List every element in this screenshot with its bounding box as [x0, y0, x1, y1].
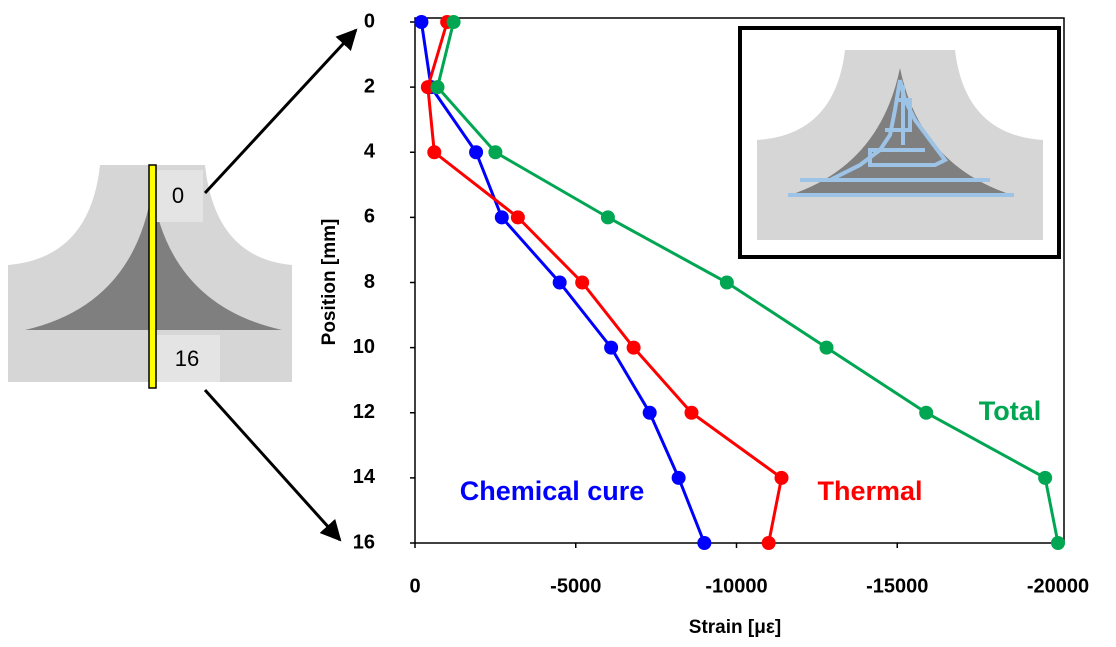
data-point	[511, 210, 525, 224]
data-point	[697, 536, 711, 550]
x-tick-label: -5000	[550, 575, 601, 597]
fiber-line	[149, 165, 156, 388]
data-point	[427, 145, 441, 159]
data-point	[604, 341, 618, 355]
y-tick-label: 2	[364, 75, 375, 97]
y-tick-label: 8	[364, 271, 375, 293]
data-point	[414, 15, 428, 29]
data-point	[775, 471, 789, 485]
y-tick-label: 12	[353, 401, 375, 423]
data-point	[684, 406, 698, 420]
figure: 0 16 Strain [με] Position [mm] 0 -5000 -10…	[0, 0, 1116, 647]
x-tick-label: -10000	[705, 575, 767, 597]
data-point	[643, 406, 657, 420]
data-point	[919, 406, 933, 420]
data-point	[720, 276, 734, 290]
data-point	[447, 15, 461, 29]
arrow	[205, 30, 356, 193]
x-tick-label: -20000	[1027, 575, 1089, 597]
x-axis-title: Strain [με]	[689, 617, 781, 638]
y-tick-label: 10	[353, 336, 375, 358]
y-tick-label: 14	[353, 466, 376, 488]
data-point	[762, 536, 776, 550]
data-point	[820, 341, 834, 355]
arrow	[205, 390, 340, 540]
bottom-label: 16	[175, 346, 199, 371]
data-point	[469, 145, 483, 159]
y-tick-label: 4	[364, 141, 376, 163]
y-tick-label: 6	[364, 206, 375, 228]
data-point	[553, 276, 567, 290]
y-axis-title: Position [mm]	[319, 219, 340, 346]
data-point	[488, 145, 502, 159]
plot: 0 -5000 -10000 -15000 -20000 0 2 4 6 8 10 12 14 16 Che…	[353, 10, 1089, 597]
x-tick-label: 0	[409, 575, 420, 597]
data-point	[575, 276, 589, 290]
data-point	[1038, 471, 1052, 485]
data-point	[431, 80, 445, 94]
y-tick-label: 0	[364, 10, 375, 32]
series-label: Total	[979, 396, 1042, 426]
cross-section: 0 16	[8, 30, 356, 540]
series-label: Thermal	[817, 476, 922, 506]
y-tick-label: 16	[353, 531, 375, 553]
x-tick-label: -15000	[866, 575, 928, 597]
data-point	[601, 210, 615, 224]
data-point	[627, 341, 641, 355]
data-point	[672, 471, 686, 485]
data-point	[495, 210, 509, 224]
data-point	[1051, 536, 1065, 550]
top-label: 0	[172, 183, 184, 208]
inset	[740, 28, 1059, 257]
series-label: Chemical cure	[460, 476, 645, 506]
